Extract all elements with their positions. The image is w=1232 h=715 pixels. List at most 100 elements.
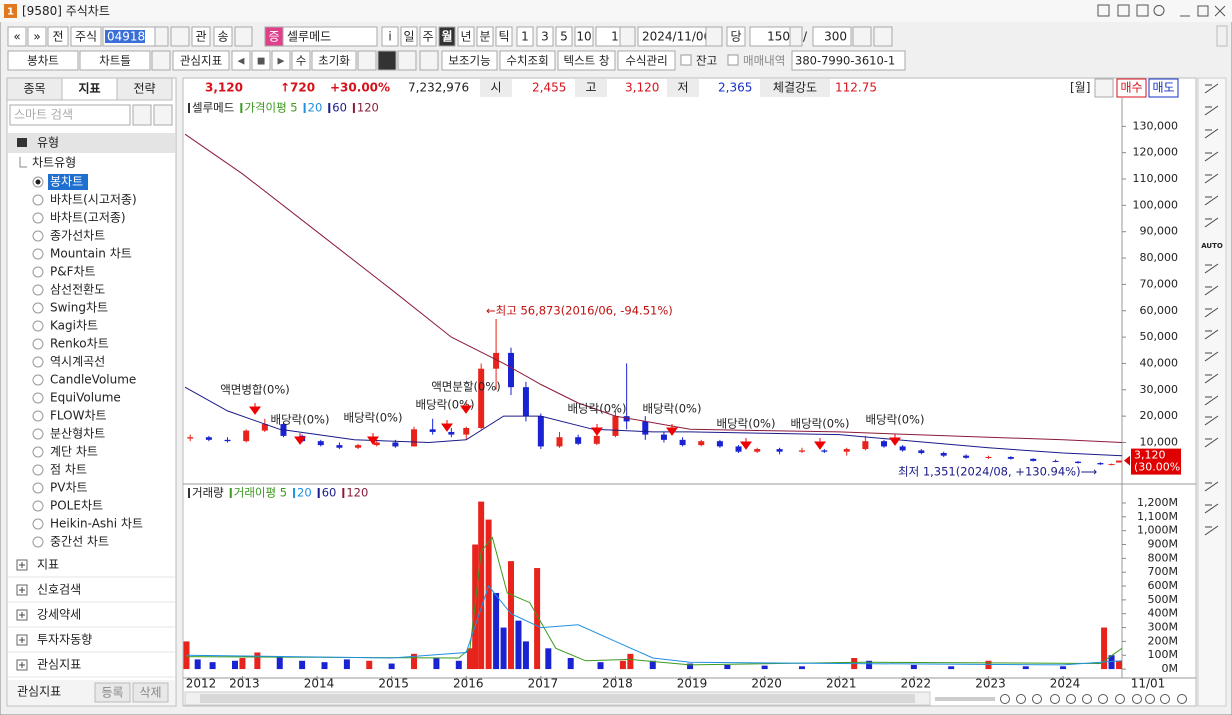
toolbar-icon[interactable]: [789, 26, 803, 47]
toolbar-button[interactable]: [555, 26, 573, 47]
toolbar-button[interactable]: [291, 50, 311, 71]
toolbar-button[interactable]: [311, 50, 357, 71]
toolbar-button[interactable]: [213, 26, 233, 47]
radio-button[interactable]: [32, 212, 44, 224]
radio-button[interactable]: [32, 392, 44, 404]
tool-icon[interactable]: [1204, 437, 1219, 448]
bottom-control[interactable]: [1032, 694, 1042, 704]
toolbar-button[interactable]: [172, 50, 230, 71]
tool-icon[interactable]: [1204, 173, 1219, 184]
bottom-control[interactable]: [1098, 694, 1108, 704]
footer-button[interactable]: [132, 682, 169, 703]
toolbar-button[interactable]: [419, 26, 437, 47]
radio-button[interactable]: [32, 428, 44, 440]
tool-icon[interactable]: [1204, 83, 1219, 94]
maximize-button[interactable]: [1197, 5, 1209, 17]
toolbar-expand[interactable]: [1216, 25, 1228, 47]
tool-icon[interactable]: [1204, 329, 1219, 340]
radio-button[interactable]: [32, 320, 44, 332]
radio-button[interactable]: [32, 536, 44, 548]
bottom-control[interactable]: [1050, 694, 1060, 704]
expand-button[interactable]: [153, 104, 173, 126]
toolbar-button[interactable]: [557, 50, 616, 71]
toolbar-icon[interactable]: [873, 26, 893, 47]
radio-button[interactable]: [32, 374, 44, 386]
toolbar-button[interactable]: [191, 26, 211, 47]
toolbar-button[interactable]: [457, 26, 475, 47]
radio-button[interactable]: [32, 248, 44, 260]
toolbar-button[interactable]: [574, 26, 594, 47]
bottom-control[interactable]: [1082, 694, 1092, 704]
toolbar-icon[interactable]: [619, 26, 636, 47]
toolbar-button[interactable]: [499, 50, 556, 71]
control-icon[interactable]: [1117, 4, 1130, 17]
tool-icon[interactable]: [1204, 503, 1219, 514]
tool-icon[interactable]: [1204, 373, 1219, 384]
bottom-control[interactable]: [1160, 694, 1170, 704]
bottom-control[interactable]: [1016, 694, 1026, 704]
radio-button[interactable]: [32, 302, 44, 314]
window-controls[interactable]: [1097, 4, 1226, 17]
tool-icon[interactable]: [1204, 285, 1219, 296]
tool-icon[interactable]: [1204, 307, 1219, 318]
radio-button[interactable]: [32, 518, 44, 530]
buy-button[interactable]: [1116, 78, 1147, 98]
toolbar-icon[interactable]: [234, 26, 253, 47]
toolbar-button[interactable]: [27, 26, 47, 47]
radio-button[interactable]: [32, 194, 44, 206]
toolbar-button[interactable]: [476, 26, 494, 47]
toolbar-button[interactable]: [617, 50, 676, 71]
scroll-thumb[interactable]: [200, 694, 915, 703]
checkbox[interactable]: [727, 54, 739, 66]
tool-icon[interactable]: [1204, 263, 1219, 274]
toolbar-button[interactable]: [47, 26, 69, 47]
toolbar-icon[interactable]: [852, 26, 872, 47]
toolbar-button[interactable]: [516, 26, 534, 47]
tool-icon[interactable]: [1204, 128, 1219, 139]
toolbar-icon[interactable]: [377, 50, 397, 71]
sell-button[interactable]: [1148, 78, 1179, 98]
tool-icon[interactable]: [1204, 415, 1219, 426]
tool-icon[interactable]: [1204, 195, 1219, 206]
toolbar-icon[interactable]: [705, 26, 723, 47]
toolbar-button[interactable]: [438, 26, 456, 47]
tool-icon[interactable]: [1204, 217, 1219, 228]
tool-icon[interactable]: [1204, 105, 1219, 116]
search-button[interactable]: [132, 104, 152, 126]
toolbar-button[interactable]: [812, 26, 852, 47]
bottom-control[interactable]: [1066, 694, 1076, 704]
toolbar-button[interactable]: [381, 26, 399, 47]
checkbox[interactable]: [680, 54, 692, 66]
radio-button[interactable]: [32, 230, 44, 242]
toolbar-button[interactable]: [282, 26, 378, 47]
toolbar-button[interactable]: [79, 50, 151, 71]
toolbar-icon[interactable]: [170, 26, 190, 47]
radio-button[interactable]: [32, 410, 44, 422]
close-button[interactable]: [1214, 5, 1226, 17]
toolbar-button[interactable]: [441, 50, 498, 71]
footer-button[interactable]: [94, 682, 131, 703]
radio-button[interactable]: [32, 338, 44, 350]
tool-icon[interactable]: [1204, 395, 1219, 406]
tool-icon[interactable]: [1204, 351, 1219, 362]
bottom-control[interactable]: [1115, 694, 1125, 704]
bottom-control[interactable]: [1145, 694, 1155, 704]
toolbar-button[interactable]: [791, 50, 906, 71]
settings-icon[interactable]: [1153, 5, 1165, 16]
toolbar-icon[interactable]: [397, 50, 417, 71]
toolbar-button[interactable]: [231, 50, 251, 71]
toolbar-button[interactable]: [495, 26, 513, 47]
toolbar-button[interactable]: [271, 50, 291, 71]
search-box[interactable]: [9, 104, 131, 126]
toolbar-button[interactable]: [536, 26, 554, 47]
bottom-control[interactable]: [1132, 694, 1142, 704]
toolbar-button[interactable]: [7, 50, 79, 71]
toolbar-button[interactable]: [251, 50, 271, 71]
toolbar-button[interactable]: [70, 26, 102, 47]
bottom-control[interactable]: [1000, 694, 1010, 704]
control-icon[interactable]: [1136, 4, 1149, 17]
radio-button[interactable]: [32, 464, 44, 476]
zoom-slider[interactable]: [935, 697, 995, 701]
bottom-control[interactable]: [1177, 694, 1187, 704]
radio-button[interactable]: [32, 284, 44, 296]
